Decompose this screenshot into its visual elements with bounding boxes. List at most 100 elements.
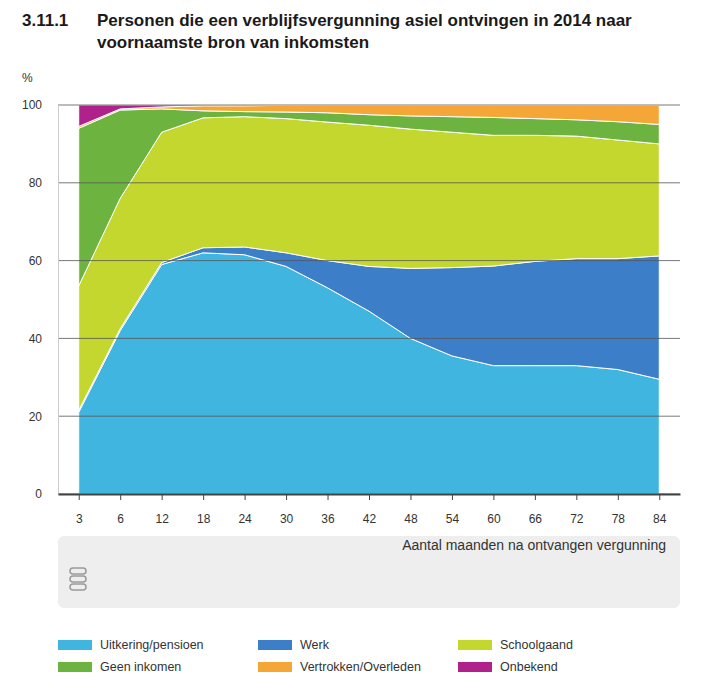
tick: 66 — [529, 494, 543, 526]
tick: 80 — [29, 176, 58, 190]
tick-mark — [618, 494, 619, 500]
logo — [70, 568, 86, 590]
legend-item: Vertrokken/Overleden — [258, 660, 421, 674]
tick: 0 — [35, 487, 58, 501]
legend-label: Werk — [300, 638, 330, 652]
legend-swatch — [58, 640, 92, 650]
tick: 100 — [22, 98, 58, 112]
tick-label: 24 — [238, 512, 252, 526]
tick-mark — [120, 494, 121, 500]
tick-mark — [245, 494, 246, 500]
tick: 84 — [653, 494, 667, 526]
tick: 72 — [570, 494, 584, 526]
axis-line — [58, 106, 59, 495]
tick-label: 40 — [29, 332, 43, 346]
area — [79, 247, 660, 412]
title: Personen die een verblijfsvergunning asi… — [97, 11, 632, 52]
grid — [58, 105, 680, 494]
tick-label: 48 — [404, 512, 418, 526]
legend-swatch — [458, 662, 492, 672]
tick-mark — [203, 494, 204, 500]
tick-label: 6 — [117, 512, 124, 526]
legend: Uitkering/pensioen Werk Schoolgaand Geen in… — [58, 638, 573, 674]
tick-label: 42 — [363, 512, 377, 526]
chart: 3.11.1 Personen die een verblijfsvergunni… — [0, 0, 720, 688]
tick-mark — [493, 494, 494, 500]
tick: 6 — [117, 494, 124, 526]
grid-line — [58, 182, 680, 183]
legend-label: Uitkering/pensioen — [100, 638, 204, 652]
tick: 54 — [446, 494, 460, 526]
tick-label: 0 — [35, 487, 42, 501]
tick-label: 36 — [321, 512, 335, 526]
y-axis-title: % — [22, 71, 33, 85]
tick-mark — [535, 494, 536, 500]
grid-line — [58, 338, 680, 339]
tick-label: 84 — [653, 512, 667, 526]
figure-number: 3.11.1 — [22, 11, 68, 30]
y-axis: 0 20 40 60 80 100 — [22, 98, 59, 501]
grid-line — [58, 416, 680, 417]
tick-mark — [452, 494, 453, 500]
plot-area — [79, 105, 660, 494]
legend-label: Schoolgaand — [500, 638, 573, 652]
tick: 3 — [76, 494, 83, 526]
tick-mark — [576, 494, 577, 500]
tick: 78 — [612, 494, 626, 526]
grid-line — [58, 105, 680, 106]
tick: 36 — [321, 494, 335, 526]
tick: 20 — [29, 410, 58, 424]
logo-part — [70, 584, 86, 590]
tick: 42 — [363, 494, 377, 526]
tick-label: 12 — [155, 512, 169, 526]
tick-label: 54 — [446, 512, 460, 526]
legend-item: Schoolgaand — [458, 638, 573, 652]
area — [79, 105, 660, 126]
legend-swatch — [458, 640, 492, 650]
area — [79, 109, 660, 286]
tick-label: 60 — [29, 254, 43, 268]
legend-item: Werk — [258, 638, 330, 652]
legend-label: Onbekend — [500, 660, 558, 674]
tick: 24 — [238, 494, 252, 526]
tick-label: 66 — [529, 512, 543, 526]
x-axis: 3612182430364248546066727884 — [59, 494, 681, 526]
legend-label: Vertrokken/Overleden — [300, 660, 421, 674]
tick-label: 3 — [76, 512, 83, 526]
tick: 12 — [155, 494, 169, 526]
tick-label: 80 — [29, 176, 43, 190]
tick-mark — [369, 494, 370, 500]
tick: 18 — [197, 494, 211, 526]
legend-swatch — [258, 662, 292, 672]
legend-label: Geen inkomen — [100, 660, 181, 674]
area — [79, 117, 660, 411]
tick: 48 — [404, 494, 418, 526]
panel — [58, 536, 680, 608]
legend-item: Uitkering/pensioen — [58, 638, 204, 652]
tick-mark — [286, 494, 287, 500]
logo-part — [70, 568, 86, 574]
tick-label: 78 — [612, 512, 626, 526]
area — [79, 105, 660, 128]
tick-mark — [410, 494, 411, 500]
tick-mark — [659, 494, 660, 500]
tick: 30 — [280, 494, 294, 526]
tick-mark — [79, 494, 80, 500]
tick-mark — [328, 494, 329, 500]
tick-mark — [162, 494, 163, 500]
legend-swatch — [258, 640, 292, 650]
x-axis-title: Aantal maanden na ontvangen vergunning — [402, 537, 666, 553]
logo-part — [70, 576, 86, 582]
tick-label: 100 — [22, 98, 42, 112]
legend-item: Geen inkomen — [58, 660, 181, 674]
legend-swatch — [58, 662, 92, 672]
tick: 40 — [29, 332, 58, 346]
tick: 60 — [29, 254, 58, 268]
legend-item: Onbekend — [458, 660, 558, 674]
tick-label: 72 — [570, 512, 584, 526]
tick-label: 18 — [197, 512, 211, 526]
tick-label: 20 — [29, 410, 43, 424]
tick: 60 — [487, 494, 501, 526]
tick-label: 60 — [487, 512, 501, 526]
grid-line — [58, 260, 680, 261]
